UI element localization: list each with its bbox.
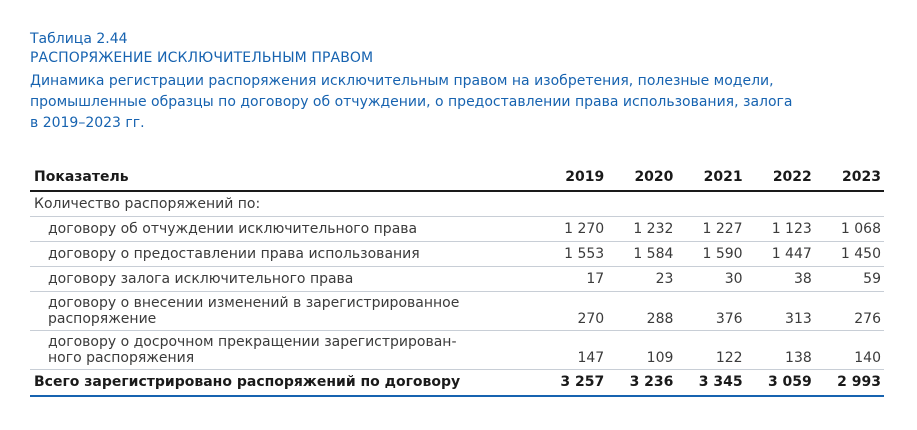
data-table: Показатель 2019 2020 2021 2022 2023 Коли… bbox=[30, 165, 884, 397]
row-label-line: распоряжение bbox=[48, 311, 157, 327]
column-header-year: 2022 bbox=[745, 165, 815, 192]
cell-value: 38 bbox=[745, 266, 815, 292]
cell-value: 276 bbox=[814, 291, 884, 331]
cell-value: 1 270 bbox=[538, 216, 608, 242]
row-label: договору о досрочном прекращении зарегис… bbox=[30, 330, 539, 370]
total-value: 3 236 bbox=[607, 369, 677, 397]
row-label: договору о внесении изменений в зарегист… bbox=[30, 291, 539, 331]
table-row: договору о досрочном прекращении зарегис… bbox=[30, 330, 884, 370]
row-label-line: договору о предоставлении права использо… bbox=[48, 246, 420, 262]
table-row: договору о внесении изменений в зарегист… bbox=[30, 291, 884, 331]
cell-value: 1 584 bbox=[607, 241, 677, 267]
row-label-line: ного распоряжения bbox=[48, 350, 195, 366]
row-label-line: договору о внесении изменений в зарегист… bbox=[48, 295, 460, 311]
column-header-year: 2021 bbox=[676, 165, 746, 192]
row-label: договору об отчуждении исключительного п… bbox=[30, 216, 539, 242]
table-row: договору об отчуждении исключительного п… bbox=[30, 216, 884, 242]
cell-value: 147 bbox=[538, 330, 608, 370]
total-value: 3 345 bbox=[676, 369, 746, 397]
table-number: Таблица 2.44 bbox=[30, 31, 128, 47]
total-label: Всего зарегистрировано распоряжений по д… bbox=[30, 369, 539, 397]
column-header-indicator: Показатель bbox=[30, 165, 539, 192]
cell-value: 122 bbox=[676, 330, 746, 370]
cell-value: 376 bbox=[676, 291, 746, 331]
cell-value: 1 123 bbox=[745, 216, 815, 242]
row-label: договору о предоставлении права использо… bbox=[30, 241, 539, 267]
cell-value: 59 bbox=[814, 266, 884, 292]
cell-value: 1 227 bbox=[676, 216, 746, 242]
cell-value: 1 068 bbox=[814, 216, 884, 242]
cell-value: 1 232 bbox=[607, 216, 677, 242]
cell-value: 30 bbox=[676, 266, 746, 292]
cell-value: 288 bbox=[607, 291, 677, 331]
column-header-year: 2023 bbox=[814, 165, 884, 192]
row-label-line: договору залога исключительного права bbox=[48, 271, 354, 287]
cell-value: 313 bbox=[745, 291, 815, 331]
cell-value: 140 bbox=[814, 330, 884, 370]
total-value: 3 257 bbox=[538, 369, 608, 397]
section-row: Количество распоряжений по: bbox=[30, 191, 884, 217]
table-title: РАСПОРЯЖЕНИЕ ИСКЛЮЧИТЕЛЬНЫМ ПРАВОМ bbox=[30, 50, 374, 66]
subtitle-line: в 2019–2023 гг. bbox=[30, 115, 145, 131]
table-subtitle: Динамика регистрации распоряжения исключ… bbox=[30, 71, 884, 134]
total-row: Всего зарегистрировано распоряжений по д… bbox=[30, 369, 884, 397]
column-header-year: 2019 bbox=[538, 165, 608, 192]
cell-value: 109 bbox=[607, 330, 677, 370]
cell-value: 23 bbox=[607, 266, 677, 292]
cell-value: 270 bbox=[538, 291, 608, 331]
total-value: 3 059 bbox=[745, 369, 815, 397]
row-label-line: договору о досрочном прекращении зарегис… bbox=[48, 334, 457, 350]
row-label-line: договору об отчуждении исключительного п… bbox=[48, 221, 418, 237]
subtitle-line: промышленные образцы по договору об отчу… bbox=[30, 94, 793, 110]
section-label: Количество распоряжений по: bbox=[30, 191, 884, 217]
table-header-row: Показатель 2019 2020 2021 2022 2023 bbox=[30, 165, 884, 192]
cell-value: 1 447 bbox=[745, 241, 815, 267]
total-value: 2 993 bbox=[814, 369, 884, 397]
table-row: договору о предоставлении права использо… bbox=[30, 241, 884, 267]
cell-value: 1 450 bbox=[814, 241, 884, 267]
cell-value: 1 590 bbox=[676, 241, 746, 267]
subtitle-line: Динамика регистрации распоряжения исключ… bbox=[30, 73, 774, 89]
cell-value: 17 bbox=[538, 266, 608, 292]
document-page: Таблица 2.44 РАСПОРЯЖЕНИЕ ИСКЛЮЧИТЕЛЬНЫМ… bbox=[30, 30, 884, 397]
table-row: договору залога исключительного права 17… bbox=[30, 266, 884, 292]
column-header-year: 2020 bbox=[607, 165, 677, 192]
cell-value: 138 bbox=[745, 330, 815, 370]
row-label: договору залога исключительного права bbox=[30, 266, 539, 292]
cell-value: 1 553 bbox=[538, 241, 608, 267]
